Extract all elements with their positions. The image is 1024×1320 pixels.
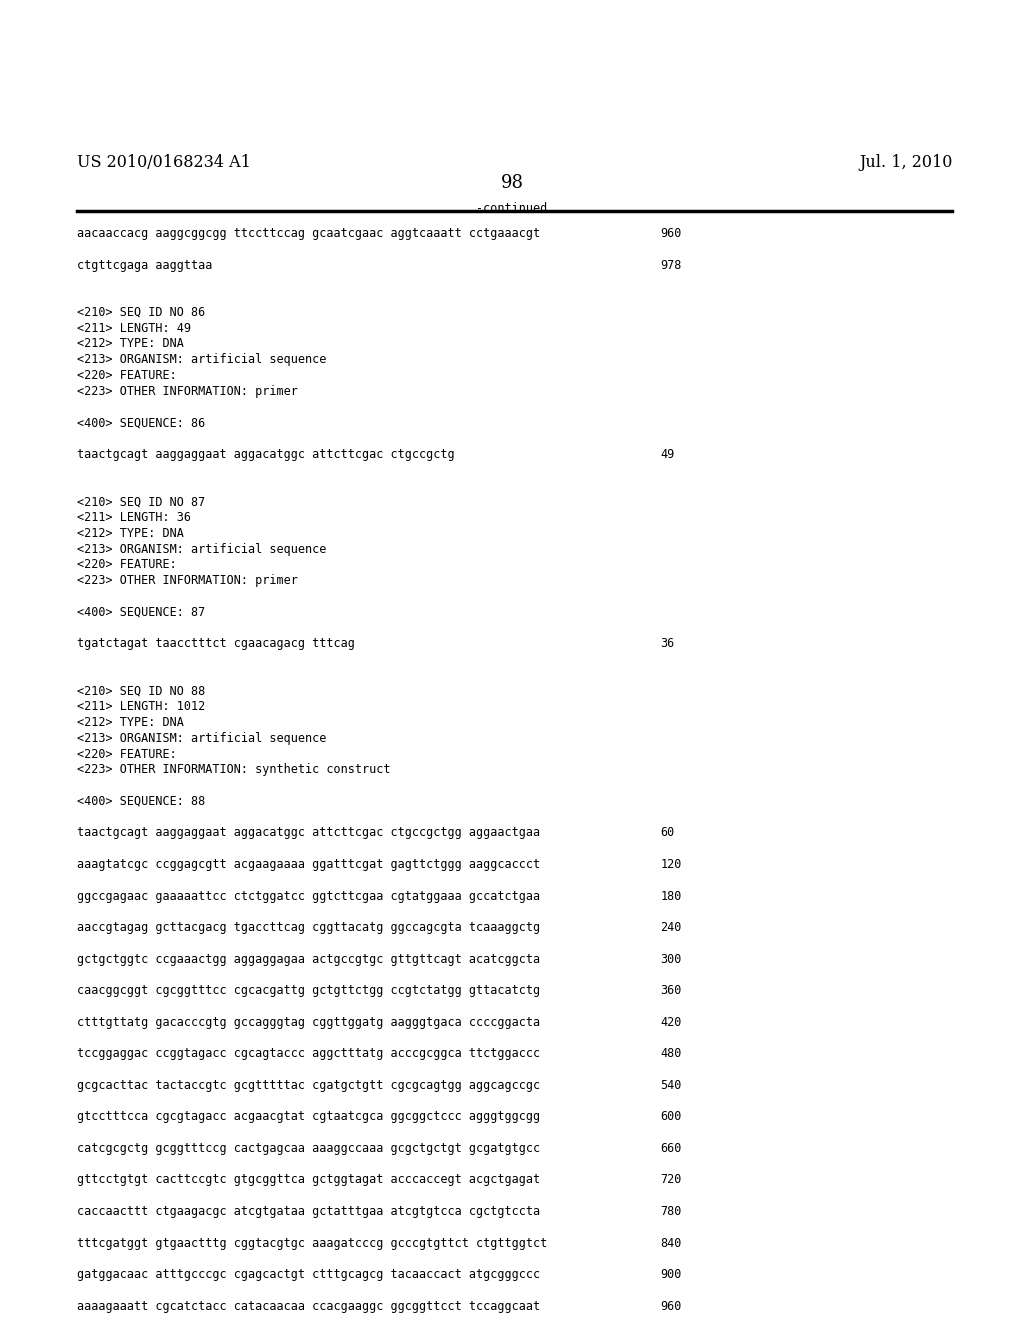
Text: catcgcgctg gcggtttccg cactgagcaa aaaggccaaa gcgctgctgt gcgatgtgcc: catcgcgctg gcggtttccg cactgagcaa aaaggcc… — [77, 1142, 540, 1155]
Text: tgatctagat taacctttct cgaacagacg tttcag: tgatctagat taacctttct cgaacagacg tttcag — [77, 638, 354, 651]
Text: <211> LENGTH: 49: <211> LENGTH: 49 — [77, 322, 190, 335]
Text: 600: 600 — [660, 1110, 682, 1123]
Text: ggccgagaac gaaaaattcc ctctggatcc ggtcttcgaa cgtatggaaa gccatctgaa: ggccgagaac gaaaaattcc ctctggatcc ggtcttc… — [77, 890, 540, 903]
Text: caacggcggt cgcggtttcc cgcacgattg gctgttctgg ccgtctatgg gttacatctg: caacggcggt cgcggtttcc cgcacgattg gctgttc… — [77, 985, 540, 997]
Text: <210> SEQ ID NO 88: <210> SEQ ID NO 88 — [77, 685, 205, 697]
Text: aaccgtagag gcttacgacg tgaccttcag cggttacatg ggccagcgta tcaaaggctg: aaccgtagag gcttacgacg tgaccttcag cggttac… — [77, 921, 540, 935]
Text: US 2010/0168234 A1: US 2010/0168234 A1 — [77, 154, 251, 172]
Text: aaagtatcgc ccggagcgtt acgaagaaaa ggatttcgat gagttctggg aaggcaccct: aaagtatcgc ccggagcgtt acgaagaaaa ggatttc… — [77, 858, 540, 871]
Text: 480: 480 — [660, 1047, 682, 1060]
Text: aacaaccacg aaggcggcgg ttccttccag gcaatcgaac aggtcaaatt cctgaaacgt: aacaaccacg aaggcggcgg ttccttccag gcaatcg… — [77, 227, 540, 240]
Text: taactgcagt aaggaggaat aggacatggc attcttcgac ctgccgctgg aggaactgaa: taactgcagt aaggaggaat aggacatggc attcttc… — [77, 826, 540, 840]
Text: gttcctgtgt cacttccgtc gtgcggttca gctggtagat acccaccegt acgctgagat: gttcctgtgt cacttccgtc gtgcggttca gctggta… — [77, 1173, 540, 1187]
Text: 840: 840 — [660, 1237, 682, 1250]
Text: <210> SEQ ID NO 86: <210> SEQ ID NO 86 — [77, 306, 205, 319]
Text: <212> TYPE: DNA: <212> TYPE: DNA — [77, 715, 183, 729]
Text: <400> SEQUENCE: 86: <400> SEQUENCE: 86 — [77, 416, 205, 429]
Text: taactgcagt aaggaggaat aggacatggc attcttcgac ctgccgctg: taactgcagt aaggaggaat aggacatggc attcttc… — [77, 447, 455, 461]
Text: gtcctttcca cgcgtagacc acgaacgtat cgtaatcgca ggcggctccc agggtggcgg: gtcctttcca cgcgtagacc acgaacgtat cgtaatc… — [77, 1110, 540, 1123]
Text: 420: 420 — [660, 1016, 682, 1028]
Text: <220> FEATURE:: <220> FEATURE: — [77, 370, 176, 381]
Text: 660: 660 — [660, 1142, 682, 1155]
Text: gcgcacttac tactaccgtc gcgtttttac cgatgctgtt cgcgcagtgg aggcagccgc: gcgcacttac tactaccgtc gcgtttttac cgatgct… — [77, 1078, 540, 1092]
Text: 360: 360 — [660, 985, 682, 997]
Text: <213> ORGANISM: artificial sequence: <213> ORGANISM: artificial sequence — [77, 354, 327, 366]
Text: <400> SEQUENCE: 88: <400> SEQUENCE: 88 — [77, 795, 205, 808]
Text: <212> TYPE: DNA: <212> TYPE: DNA — [77, 527, 183, 540]
Text: <220> FEATURE:: <220> FEATURE: — [77, 558, 176, 572]
Text: <220> FEATURE:: <220> FEATURE: — [77, 747, 176, 760]
Text: 300: 300 — [660, 953, 682, 966]
Text: tttcgatggt gtgaactttg cggtacgtgc aaagatcccg gcccgtgttct ctgttggtct: tttcgatggt gtgaactttg cggtacgtgc aaagatc… — [77, 1237, 547, 1250]
Text: ctttgttatg gacacccgtg gccagggtag cggttggatg aagggtgaca ccccggacta: ctttgttatg gacacccgtg gccagggtag cggttgg… — [77, 1016, 540, 1028]
Text: aaaagaaatt cgcatctacc catacaacaa ccacgaaggc ggcggttcct tccaggcaat: aaaagaaatt cgcatctacc catacaacaa ccacgaa… — [77, 1300, 540, 1312]
Text: <210> SEQ ID NO 87: <210> SEQ ID NO 87 — [77, 495, 205, 508]
Text: 540: 540 — [660, 1078, 682, 1092]
Text: <211> LENGTH: 36: <211> LENGTH: 36 — [77, 511, 190, 524]
Text: <223> OTHER INFORMATION: synthetic construct: <223> OTHER INFORMATION: synthetic const… — [77, 763, 390, 776]
Text: 98: 98 — [501, 174, 523, 193]
Text: 960: 960 — [660, 1300, 682, 1312]
Text: <223> OTHER INFORMATION: primer: <223> OTHER INFORMATION: primer — [77, 385, 298, 397]
Text: <213> ORGANISM: artificial sequence: <213> ORGANISM: artificial sequence — [77, 543, 327, 556]
Text: 960: 960 — [660, 227, 682, 240]
Text: Jul. 1, 2010: Jul. 1, 2010 — [859, 154, 952, 172]
Text: <223> OTHER INFORMATION: primer: <223> OTHER INFORMATION: primer — [77, 574, 298, 587]
Text: <400> SEQUENCE: 87: <400> SEQUENCE: 87 — [77, 606, 205, 619]
Text: 180: 180 — [660, 890, 682, 903]
Text: caccaacttt ctgaagacgc atcgtgataa gctatttgaa atcgtgtcca cgctgtccta: caccaacttt ctgaagacgc atcgtgataa gctattt… — [77, 1205, 540, 1218]
Text: gctgctggtc ccgaaactgg aggaggagaa actgccgtgc gttgttcagt acatcggcta: gctgctggtc ccgaaactgg aggaggagaa actgccg… — [77, 953, 540, 966]
Text: ctgttcgaga aaggttaa: ctgttcgaga aaggttaa — [77, 259, 212, 272]
Text: <213> ORGANISM: artificial sequence: <213> ORGANISM: artificial sequence — [77, 731, 327, 744]
Text: 49: 49 — [660, 447, 675, 461]
Text: -continued: -continued — [476, 202, 548, 215]
Text: <211> LENGTH: 1012: <211> LENGTH: 1012 — [77, 701, 205, 713]
Text: 36: 36 — [660, 638, 675, 651]
Text: 900: 900 — [660, 1269, 682, 1282]
Text: <212> TYPE: DNA: <212> TYPE: DNA — [77, 338, 183, 350]
Text: 120: 120 — [660, 858, 682, 871]
Text: 240: 240 — [660, 921, 682, 935]
Text: tccggaggac ccggtagacc cgcagtaccc aggctttatg acccgcggca ttctggaccc: tccggaggac ccggtagacc cgcagtaccc aggcttt… — [77, 1047, 540, 1060]
Text: 780: 780 — [660, 1205, 682, 1218]
Text: 720: 720 — [660, 1173, 682, 1187]
Text: 60: 60 — [660, 826, 675, 840]
Text: 978: 978 — [660, 259, 682, 272]
Text: gatggacaac atttgcccgc cgagcactgt ctttgcagcg tacaaccact atgcgggccc: gatggacaac atttgcccgc cgagcactgt ctttgca… — [77, 1269, 540, 1282]
